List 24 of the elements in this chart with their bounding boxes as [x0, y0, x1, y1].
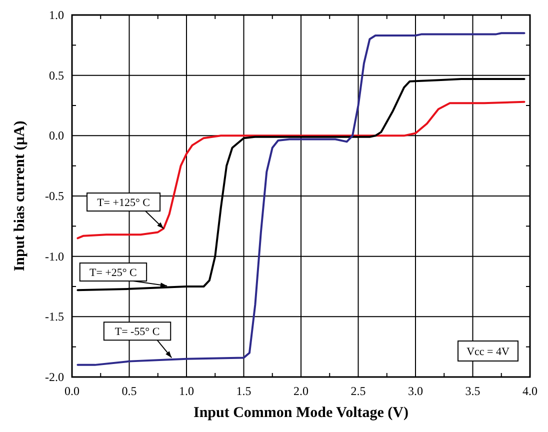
- y-tick-label: -1.0: [45, 249, 64, 264]
- y-tick-label: 0.0: [49, 128, 64, 143]
- y-tick-label: 0.5: [49, 68, 64, 82]
- line-series: [76, 100, 526, 240]
- x-tick-label: 0.0: [64, 384, 80, 398]
- y-tick-label: -2.0: [45, 370, 64, 384]
- y-tick-label: -1.5: [45, 310, 64, 324]
- series-label: T= +25° C: [90, 267, 137, 280]
- x-tick-label: 0.5: [122, 384, 137, 398]
- y-axis-title: Input bias current (µA): [12, 120, 28, 272]
- x-axis-title: Input Common Mode Voltage (V): [193, 405, 409, 421]
- annotation: Vcc = 4V: [466, 346, 510, 358]
- line-series: [76, 32, 526, 366]
- series-label: T= +125° C: [97, 197, 150, 210]
- x-tick-label: 2.5: [350, 384, 366, 398]
- x-tick-label: 4.0: [522, 384, 538, 398]
- series-label: T= -55° C: [114, 326, 160, 338]
- x-tick-label: 1.0: [179, 384, 194, 398]
- x-tick-label: 3.0: [408, 384, 423, 398]
- x-tick-label: 3.5: [465, 384, 480, 398]
- x-tick-label: 2.0: [294, 384, 308, 398]
- y-tick-label: -0.5: [45, 189, 64, 203]
- y-tick-label: 1.0: [49, 8, 64, 22]
- x-tick-label: 1.5: [236, 384, 252, 398]
